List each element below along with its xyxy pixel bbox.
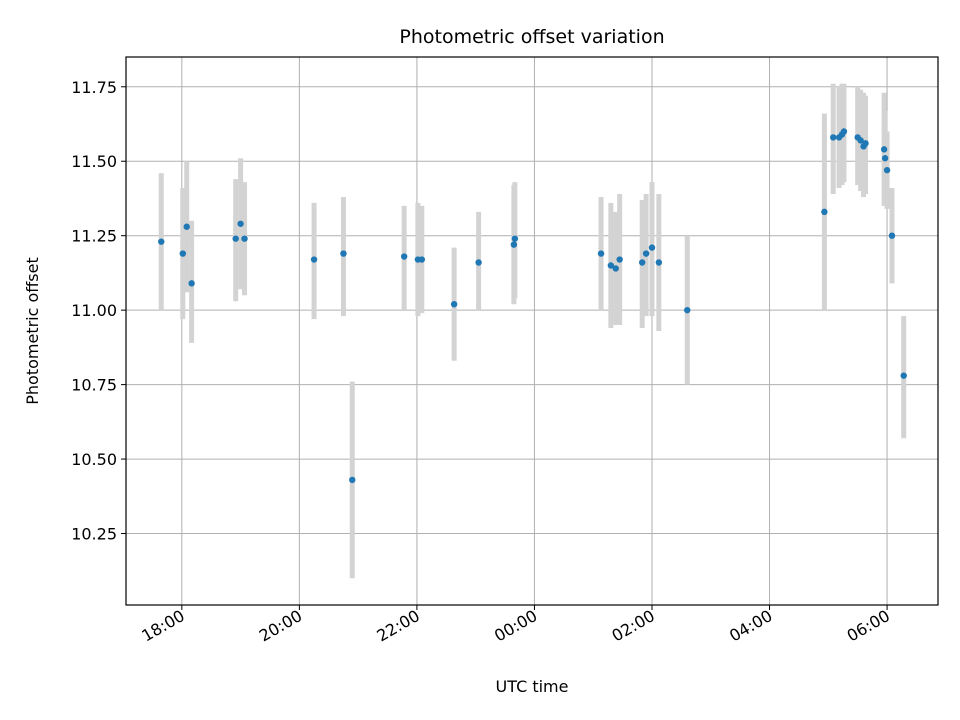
data-point [340,250,347,257]
data-point [900,372,907,379]
x-axis-label: UTC time [496,677,569,696]
data-point [648,244,656,251]
data-point [511,235,519,242]
data-point [510,241,518,248]
data-point [475,259,482,266]
data-point [400,253,408,260]
data-point [183,223,190,230]
y-axis-ticks: 10.25 10.50 10.75 11.00 11.25 11.50 11.75 [71,78,126,544]
data-point [880,146,888,153]
y-tick-label: 11.75 [71,78,117,97]
data-point [862,140,869,147]
data-point [829,134,837,141]
data-point [612,265,619,272]
grid [126,57,938,605]
data-point [188,280,195,287]
data-point [237,220,244,227]
y-axis-label: Photometric offset [23,257,42,405]
y-tick-label: 11.50 [71,152,117,171]
data-point [616,256,623,263]
y-tick-label: 10.50 [71,450,117,469]
data-point [597,250,605,257]
data-point [241,235,248,242]
chart-title: Photometric offset variation [399,26,664,48]
data-point [607,262,615,269]
y-tick-label: 10.25 [71,525,117,544]
data-point [888,232,896,239]
data-point [655,259,663,266]
data-point [158,238,165,245]
y-tick-label: 11.00 [71,301,117,320]
markers [158,128,907,484]
data-point [310,256,318,263]
data-point [418,256,426,263]
data-point [821,208,828,216]
data-point [840,128,848,135]
data-point [349,476,356,484]
data-point [450,300,458,308]
data-point [638,259,646,266]
data-point [684,306,691,314]
data-point [881,155,889,162]
y-tick-label: 10.75 [71,376,117,395]
data-point [642,250,650,257]
data-point [883,166,891,174]
data-point [179,250,187,257]
plot-frame [125,56,939,606]
data-point [857,137,864,144]
y-tick-label: 11.25 [71,227,117,246]
data-point [232,235,239,242]
